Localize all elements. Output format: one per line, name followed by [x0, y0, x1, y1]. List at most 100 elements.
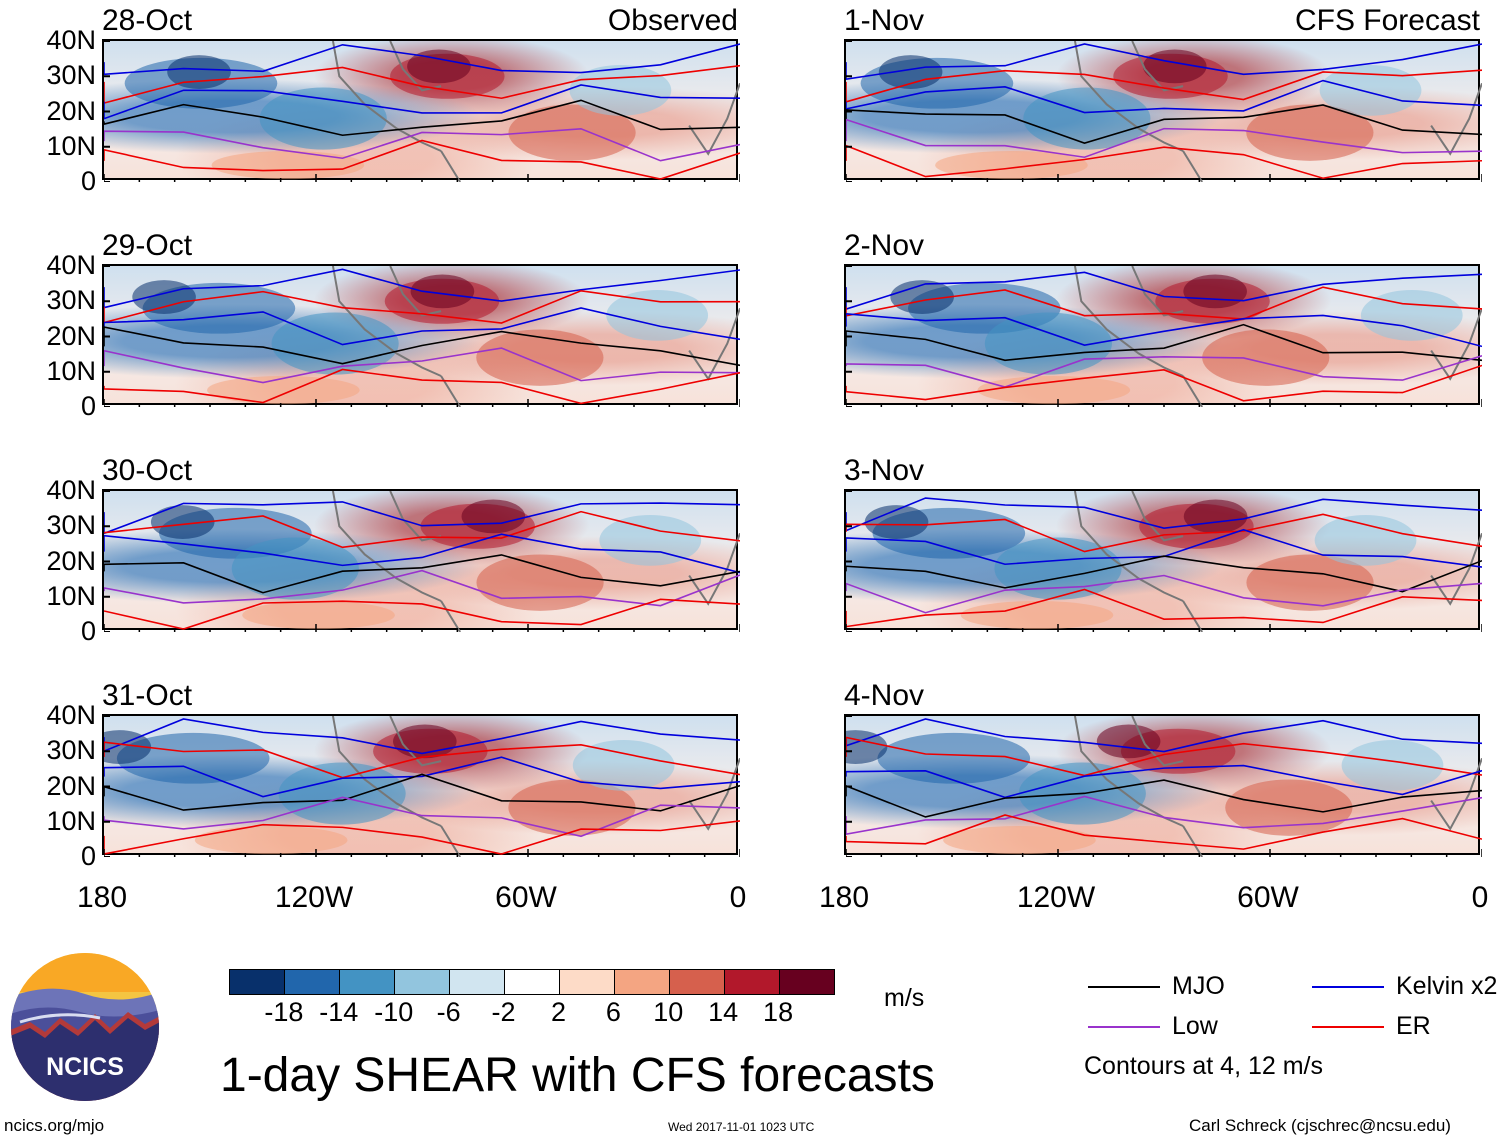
legend-label: ER	[1396, 1012, 1431, 1040]
shear-anomaly-region	[606, 289, 709, 341]
wave-contour	[846, 528, 1482, 568]
panel-tag-label: Observed	[607, 4, 738, 37]
y-tick-label: 10N	[46, 130, 96, 161]
shear-anomaly-region	[207, 375, 360, 405]
y-tick-label: 20N	[46, 545, 96, 576]
coastline	[331, 716, 740, 857]
wave-contour	[846, 555, 1482, 593]
panel-date-label: 1-Nov	[844, 4, 925, 37]
wave-contour	[846, 104, 1482, 144]
shear-map-panel	[102, 264, 740, 407]
shear-anomaly-region	[410, 274, 475, 309]
wave-contour	[104, 84, 740, 120]
shear-anomaly-region	[846, 730, 888, 764]
x-tick-label: 0	[729, 881, 747, 914]
y-tick-label: 0	[80, 616, 96, 646]
legend-label: MJO	[1172, 972, 1225, 1000]
wave-contour	[104, 820, 740, 855]
legend-label: Kelvin x2	[1396, 972, 1498, 1000]
shear-anomaly-region	[960, 600, 1114, 630]
shear-map-panel	[844, 489, 1482, 632]
wave-contour	[104, 741, 740, 779]
shear-anomaly-region	[1096, 724, 1161, 759]
colorbar-swatch	[560, 970, 615, 994]
shear-map-panel	[102, 39, 740, 182]
wave-contour	[846, 79, 1482, 114]
shear-anomaly-region	[943, 825, 1096, 855]
wave-contour	[846, 764, 1482, 799]
y-tick-label: 40N	[46, 700, 96, 730]
panel-date-label: 29-Oct	[102, 229, 193, 262]
contour-overlay	[104, 716, 740, 857]
wave-contour	[104, 347, 740, 384]
shear-map-panel	[844, 39, 1482, 182]
shear-anomaly-region	[1314, 514, 1417, 566]
shear-anomaly-region	[194, 825, 348, 855]
coastline	[1073, 491, 1482, 632]
wave-contour	[104, 368, 740, 405]
x-tick-label: 120W	[1016, 881, 1096, 914]
shear-anomaly-region	[1142, 49, 1207, 84]
wave-contour	[104, 533, 740, 574]
coastline	[331, 491, 740, 632]
shear-anomaly-region	[1319, 64, 1422, 116]
legend-line-kelvin-x2	[1312, 986, 1384, 988]
wave-contour	[846, 497, 1482, 532]
colorbar-label: -14	[319, 997, 359, 1027]
ncics-logo: NCICS	[11, 953, 159, 1101]
shear-anomaly-region	[508, 104, 636, 161]
y-tick-label: 40N	[46, 250, 96, 280]
coastline	[331, 41, 740, 182]
wave-contour	[104, 326, 740, 367]
wave-contour	[104, 268, 740, 309]
colorbar-swatch	[340, 970, 395, 994]
wave-contour	[104, 43, 740, 76]
legend-line-mjo	[1088, 986, 1160, 988]
contour-overlay	[846, 41, 1482, 182]
shear-anomaly-region	[508, 779, 636, 836]
footer-url[interactable]: ncics.org/mjo	[4, 1116, 105, 1135]
colorbar-swatch	[285, 970, 340, 994]
panel-date-label: 28-Oct	[102, 4, 193, 37]
colorbar-swatch	[505, 970, 560, 994]
wave-contour	[104, 796, 740, 838]
contour-note: Contours at 4, 12 m/s	[1084, 1052, 1324, 1080]
panel-date-label: 30-Oct	[102, 454, 193, 487]
shear-anomaly-region	[878, 55, 943, 89]
wave-contour	[104, 501, 740, 535]
coastline	[1073, 41, 1482, 182]
wave-contour	[104, 99, 740, 137]
shear-anomaly-region	[1183, 499, 1248, 534]
wave-contour	[846, 513, 1482, 553]
colorbar-swatch	[780, 970, 834, 994]
shear-anomaly-region	[1360, 289, 1463, 341]
colorbar-swatch	[230, 970, 285, 994]
x-tick-label: 60W	[1237, 881, 1299, 914]
wave-contour	[846, 323, 1482, 362]
shear-anomaly-region	[1341, 739, 1444, 791]
y-tick-label: 10N	[46, 580, 96, 611]
x-tick-label: 180	[76, 881, 128, 914]
logo-text: NCICS	[46, 1053, 124, 1081]
y-tick-label: 10N	[46, 805, 96, 836]
panel-date-label: 4-Nov	[844, 679, 925, 712]
y-tick-label: 30N	[46, 510, 96, 541]
shear-map-panel	[844, 264, 1482, 407]
wave-contour	[104, 569, 740, 607]
colorbar	[229, 969, 835, 995]
shear-anomaly-region	[150, 505, 215, 539]
shear-anomaly-region	[259, 87, 387, 150]
shear-anomaly-region	[1246, 554, 1374, 611]
y-tick-label: 20N	[46, 95, 96, 126]
shear-anomaly-region	[877, 732, 1031, 784]
wave-contour	[846, 364, 1482, 402]
shear-anomaly-region	[1225, 779, 1353, 836]
panel-date-label: 3-Nov	[844, 454, 925, 487]
x-tick-label: 60W	[495, 881, 557, 914]
y-tick-label: 20N	[46, 770, 96, 801]
wave-contour	[104, 127, 740, 162]
shear-anomaly-region	[572, 739, 675, 791]
y-tick-label: 40N	[46, 475, 96, 505]
colorbar-swatch	[670, 970, 725, 994]
legend-line-low	[1088, 1026, 1160, 1028]
